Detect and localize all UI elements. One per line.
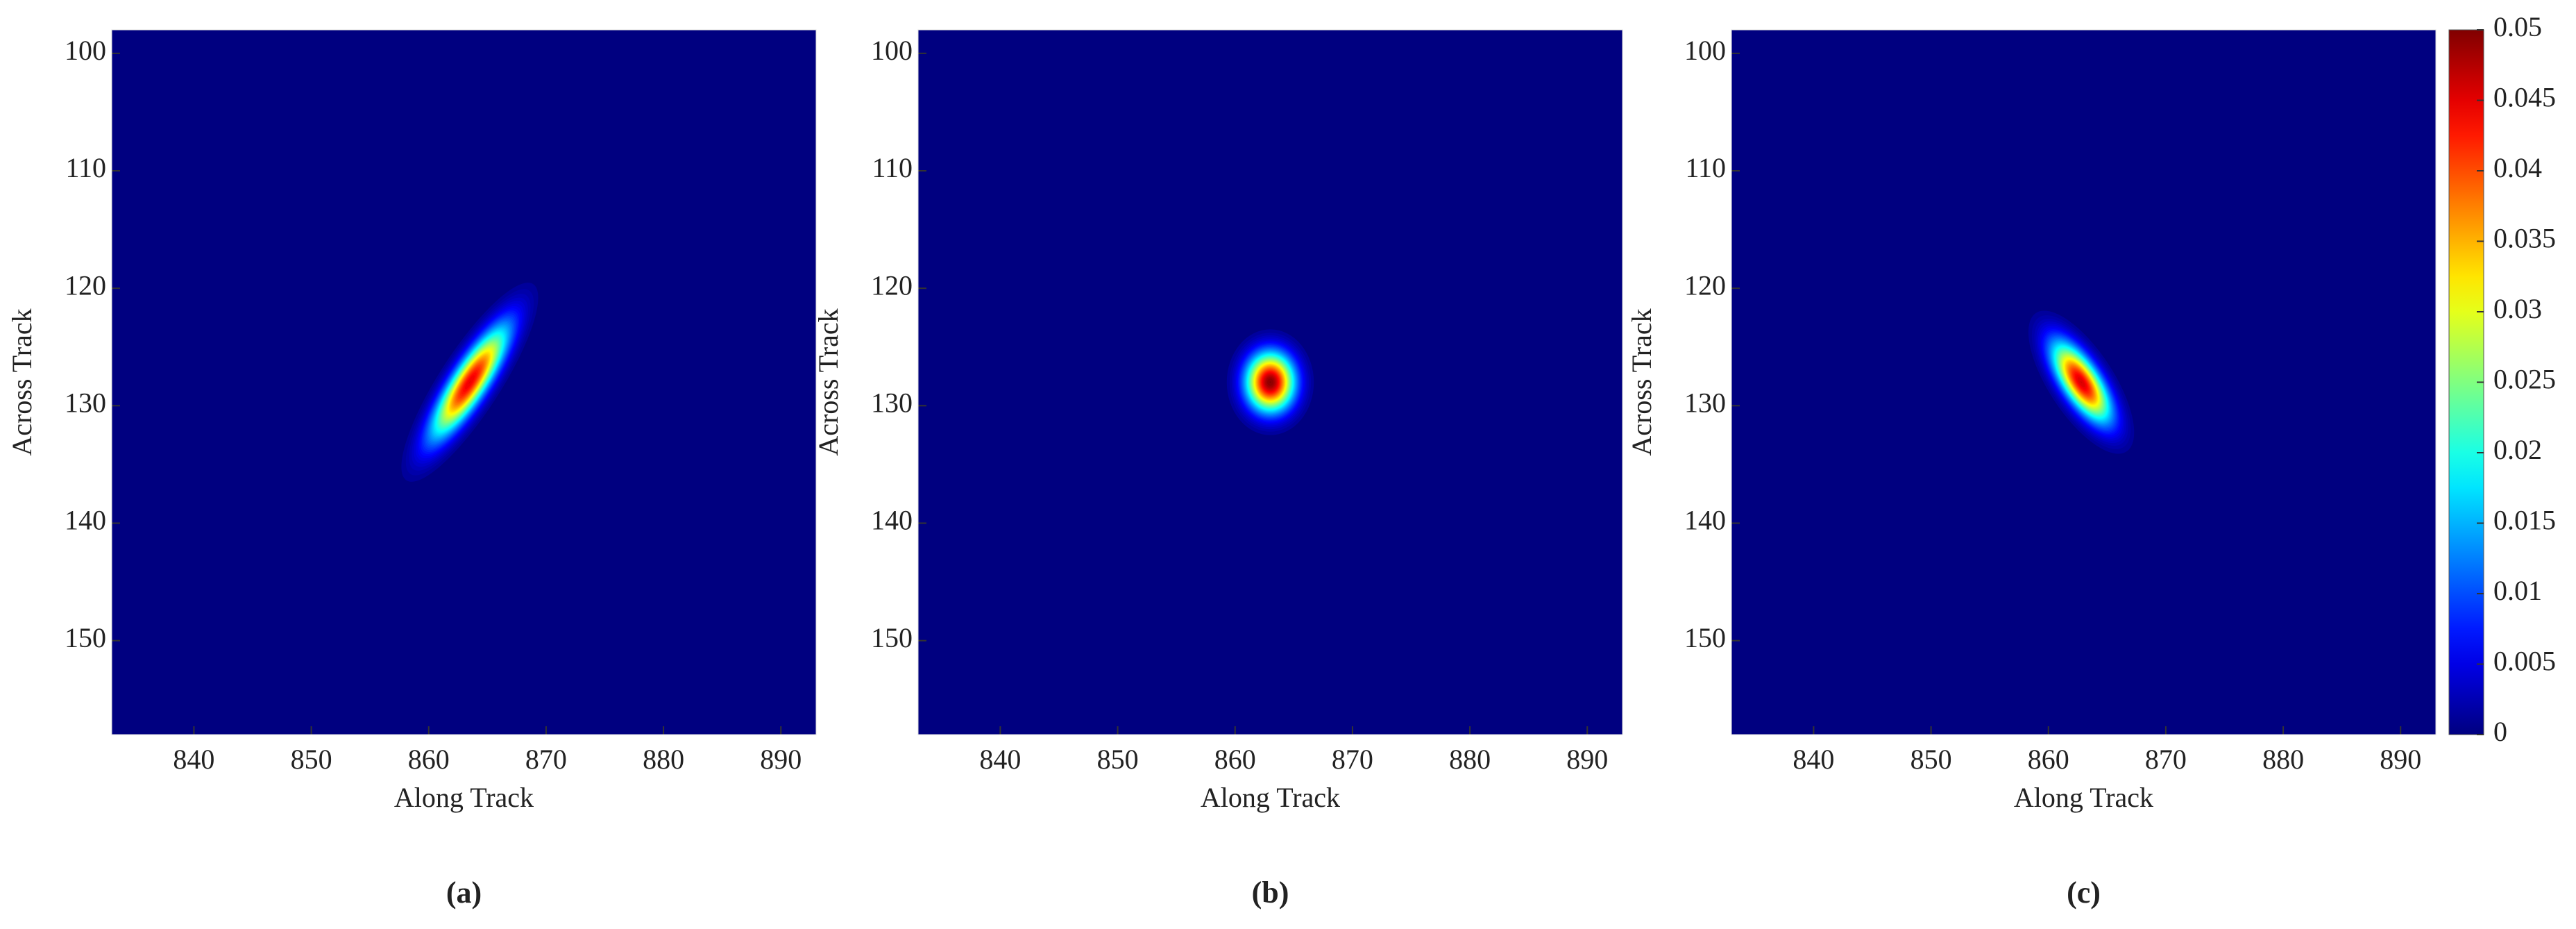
y-tick-label: 130 [65, 387, 106, 419]
x-tick-label: 840 [173, 744, 214, 775]
x-tick-label: 870 [525, 744, 567, 775]
x-tick-label: 870 [1332, 744, 1373, 775]
plot-frame [1731, 29, 2437, 735]
x-tick-label: 880 [1449, 744, 1491, 775]
density-contour [2080, 380, 2083, 384]
colorbar-tick-label: 0.01 [2493, 575, 2542, 606]
heatmap-blob [2028, 310, 2135, 454]
x-tick-label: 880 [2262, 744, 2304, 775]
x-axis-label: Along Track [1201, 782, 1340, 813]
x-tick-label: 860 [1214, 744, 1256, 775]
y-axis-label: Across Track [813, 308, 844, 455]
colorbar-tick-label: 0.02 [2493, 434, 2542, 465]
plot-frame [917, 29, 1623, 735]
panel-caption: (a) [446, 876, 482, 910]
y-tick-label: 130 [1684, 387, 1726, 419]
y-tick-label: 110 [1685, 152, 1726, 183]
heatmap-blob [401, 283, 539, 482]
density-contour [1269, 381, 1271, 383]
x-tick-label: 850 [1910, 744, 1952, 775]
y-tick-label: 100 [1684, 35, 1726, 66]
colorbar-tick-label: 0.025 [2493, 364, 2556, 395]
y-tick-label: 100 [871, 35, 913, 66]
colorbar-tick-label: 0.03 [2493, 293, 2542, 324]
x-tick-label: 890 [2380, 744, 2421, 775]
colorbar-tick-label: 0.05 [2493, 11, 2542, 42]
x-tick-label: 890 [760, 744, 802, 775]
colorbar-tick-label: 0 [2493, 716, 2507, 747]
colorbar-tick-label: 0.015 [2493, 505, 2556, 536]
y-tick-label: 100 [65, 35, 106, 66]
y-tick-label: 120 [1684, 269, 1726, 301]
heatmap-blob [1226, 329, 1314, 435]
x-tick-label: 870 [2145, 744, 2187, 775]
colorbar-tick-label: 0.005 [2493, 646, 2556, 677]
colorbar-tick-label: 0.045 [2493, 82, 2556, 113]
x-tick-label: 840 [1793, 744, 1834, 775]
colorbar-tick-label: 0.04 [2493, 152, 2542, 183]
y-tick-label: 120 [871, 269, 913, 301]
x-tick-label: 850 [1097, 744, 1139, 775]
y-tick-label: 140 [1684, 505, 1726, 536]
y-tick-label: 150 [65, 622, 106, 653]
x-tick-label: 860 [408, 744, 450, 775]
y-tick-label: 150 [871, 622, 913, 653]
x-tick-label: 850 [291, 744, 332, 775]
plot-frame [111, 29, 817, 735]
y-tick-label: 110 [65, 152, 106, 183]
y-tick-label: 120 [65, 269, 106, 301]
y-tick-label: 110 [872, 152, 913, 183]
colorbar-tick-label: 0.035 [2493, 223, 2556, 254]
y-axis-label: Across Track [1626, 308, 1657, 455]
x-tick-label: 880 [643, 744, 684, 775]
panel-caption: (c) [2067, 876, 2101, 910]
x-tick-label: 840 [979, 744, 1021, 775]
y-tick-label: 140 [871, 505, 913, 536]
y-axis-label: Across Track [6, 308, 37, 455]
y-tick-label: 150 [1684, 622, 1726, 653]
panel-caption: (b) [1252, 876, 1289, 910]
x-tick-label: 860 [2028, 744, 2069, 775]
x-axis-label: Along Track [394, 782, 534, 813]
y-tick-label: 130 [871, 387, 913, 419]
x-axis-label: Along Track [2014, 782, 2153, 813]
density-contour [468, 380, 471, 384]
y-tick-label: 140 [65, 505, 106, 536]
x-tick-label: 890 [1566, 744, 1608, 775]
